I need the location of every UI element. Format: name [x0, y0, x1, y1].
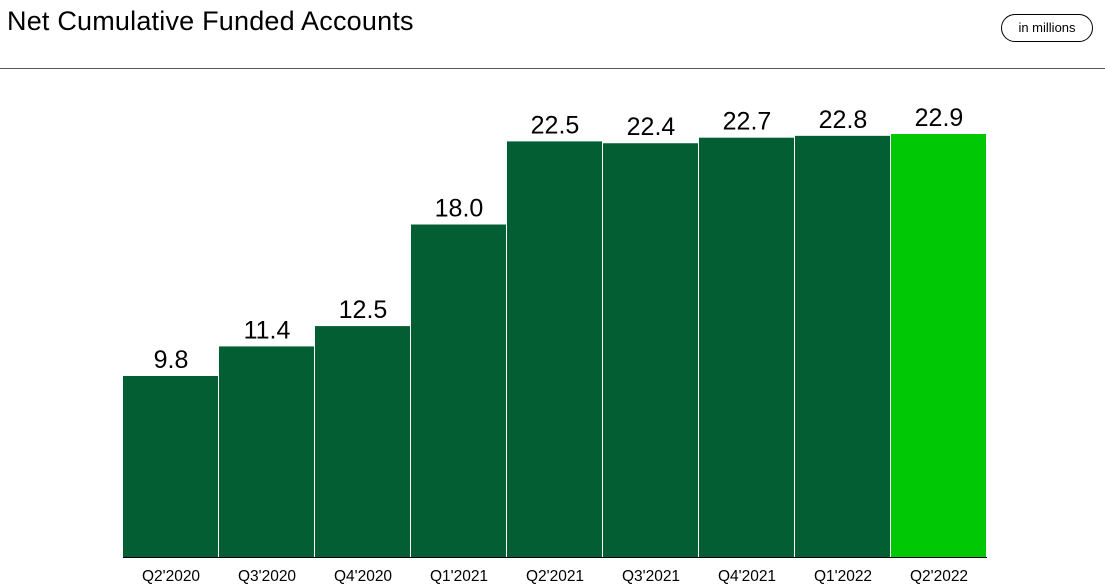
bar-q1-2022: [795, 135, 890, 557]
bar-q4-2021: [699, 137, 794, 557]
value-label-q2-2022: 22.9: [915, 104, 964, 132]
x-tick-label-q3-2021: Q3'2021: [622, 568, 680, 585]
bar-q1-2021: [411, 224, 506, 557]
units-badge: in millions: [1001, 14, 1093, 42]
bar-q2-2020: [123, 375, 218, 557]
x-tick-labels-group: Q2'2020 Q3'2020 Q4'2020 Q1'2021 Q2'2021 Q3'20…: [142, 568, 968, 585]
bar-q4-2020: [315, 326, 410, 557]
x-tick-label-q1-2022: Q1'2022: [814, 568, 872, 585]
value-labels-group: 9.8 11.4 12.5 18.0 22.5 22.4 22.7 22.8 22.9: [154, 104, 964, 374]
bar-q3-2021: [603, 143, 698, 558]
bar-q3-2020: [219, 346, 314, 557]
value-label-q3-2020: 11.4: [244, 316, 291, 344]
x-tick-label-q2-2022: Q2'2022: [910, 568, 968, 585]
value-label-q2-2021: 22.5: [531, 111, 580, 139]
x-tick-label-q1-2021: Q1'2021: [430, 568, 488, 585]
bar-q2-2021: [507, 141, 602, 557]
value-label-q1-2022: 22.8: [819, 106, 868, 134]
x-tick-label-q3-2020: Q3'2020: [238, 568, 296, 585]
value-label-q4-2021: 22.7: [723, 108, 772, 136]
x-tick-label-q4-2021: Q4'2021: [718, 568, 776, 585]
header-divider: [0, 68, 1105, 69]
x-tick-label-q2-2020: Q2'2020: [142, 568, 200, 585]
bar-q2-2022: [891, 134, 986, 557]
value-label-q2-2020: 9.8: [154, 346, 189, 374]
x-tick-label-q2-2021: Q2'2021: [526, 568, 584, 585]
x-tick-label-q4-2020: Q4'2020: [334, 568, 392, 585]
value-label-q3-2021: 22.4: [627, 113, 676, 141]
value-label-q4-2020: 12.5: [339, 296, 388, 324]
value-label-q1-2021: 18.0: [435, 195, 484, 223]
bars-group: [123, 134, 986, 558]
chart-title: Net Cumulative Funded Accounts: [7, 6, 414, 36]
